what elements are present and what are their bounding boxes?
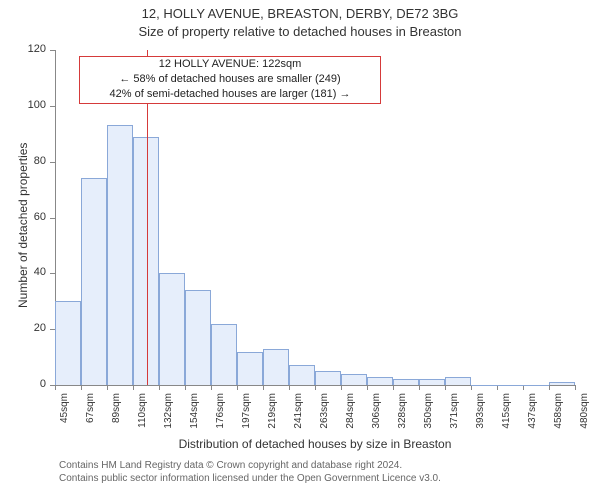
- attribution-text: Contains HM Land Registry data © Crown c…: [59, 459, 441, 485]
- histogram-bar: [55, 301, 81, 385]
- histogram-bar: [107, 125, 133, 385]
- xtick-mark: [133, 385, 134, 390]
- ytick-label: 80: [20, 155, 46, 167]
- histogram-bar: [367, 377, 393, 385]
- histogram-bar: [341, 374, 367, 385]
- xtick-mark: [445, 385, 446, 390]
- xtick-label: 371sqm: [449, 393, 460, 453]
- ytick-label: 40: [20, 266, 46, 278]
- xtick-label: 132sqm: [163, 393, 174, 453]
- xtick-mark: [107, 385, 108, 390]
- xtick-mark: [419, 385, 420, 390]
- xtick-label: 350sqm: [423, 393, 434, 453]
- xtick-mark: [393, 385, 394, 390]
- ytick-label: 0: [20, 378, 46, 390]
- xtick-label: 480sqm: [579, 393, 590, 453]
- histogram-bar: [185, 290, 211, 385]
- histogram-bar: [159, 273, 185, 385]
- ytick-label: 120: [20, 43, 46, 55]
- xtick-label: 458sqm: [553, 393, 564, 453]
- histogram-bar: [133, 137, 159, 385]
- xtick-label: 176sqm: [215, 393, 226, 453]
- xtick-mark: [81, 385, 82, 390]
- xtick-label: 306sqm: [371, 393, 382, 453]
- xtick-label: 284sqm: [345, 393, 356, 453]
- histogram-bar: [237, 352, 263, 386]
- histogram-bar: [419, 379, 445, 385]
- histogram-bar: [315, 371, 341, 385]
- xtick-label: 67sqm: [85, 393, 96, 453]
- callout-line: ← 58% of detached houses are smaller (24…: [80, 72, 380, 87]
- histogram-bar: [393, 379, 419, 385]
- xtick-label: 415sqm: [501, 393, 512, 453]
- xtick-label: 219sqm: [267, 393, 278, 453]
- xtick-label: 241sqm: [293, 393, 304, 453]
- chart-subtitle: Size of property relative to detached ho…: [0, 24, 600, 39]
- xtick-label: 89sqm: [111, 393, 122, 453]
- ytick-label: 100: [20, 99, 46, 111]
- xtick-label: 393sqm: [475, 393, 486, 453]
- x-axis-label: Distribution of detached houses by size …: [55, 437, 575, 451]
- ytick-mark: [50, 218, 55, 219]
- callout-box: 12 HOLLY AVENUE: 122sqm← 58% of detached…: [79, 56, 381, 104]
- ytick-mark: [50, 273, 55, 274]
- xtick-label: 197sqm: [241, 393, 252, 453]
- ytick-mark: [50, 162, 55, 163]
- ytick-label: 20: [20, 322, 46, 334]
- y-axis-label: Number of detached properties: [16, 142, 30, 307]
- xtick-label: 263sqm: [319, 393, 330, 453]
- histogram-chart: 12, HOLLY AVENUE, BREASTON, DERBY, DE72 …: [0, 0, 600, 500]
- attribution-line-1: Contains HM Land Registry data © Crown c…: [59, 459, 441, 472]
- ytick-mark: [50, 106, 55, 107]
- xtick-mark: [367, 385, 368, 390]
- histogram-bar: [211, 324, 237, 385]
- xtick-label: 328sqm: [397, 393, 408, 453]
- chart-title: 12, HOLLY AVENUE, BREASTON, DERBY, DE72 …: [0, 6, 600, 21]
- xtick-label: 154sqm: [189, 393, 200, 453]
- attribution-line-2: Contains public sector information licen…: [59, 472, 441, 485]
- histogram-bar: [523, 385, 549, 386]
- xtick-label: 437sqm: [527, 393, 538, 453]
- xtick-mark: [55, 385, 56, 390]
- xtick-label: 45sqm: [59, 393, 70, 453]
- xtick-mark: [549, 385, 550, 390]
- ytick-label: 60: [20, 211, 46, 223]
- xtick-mark: [341, 385, 342, 390]
- histogram-bar: [445, 377, 471, 385]
- xtick-mark: [159, 385, 160, 390]
- xtick-mark: [575, 385, 576, 390]
- histogram-bar: [549, 382, 575, 385]
- xtick-mark: [263, 385, 264, 390]
- histogram-bar: [81, 178, 107, 385]
- xtick-mark: [237, 385, 238, 390]
- xtick-label: 110sqm: [137, 393, 148, 453]
- callout-line: 42% of semi-detached houses are larger (…: [80, 87, 380, 102]
- histogram-bar: [471, 385, 497, 386]
- callout-line: 12 HOLLY AVENUE: 122sqm: [80, 57, 380, 72]
- ytick-mark: [50, 50, 55, 51]
- xtick-mark: [315, 385, 316, 390]
- xtick-mark: [289, 385, 290, 390]
- xtick-mark: [185, 385, 186, 390]
- xtick-mark: [211, 385, 212, 390]
- histogram-bar: [263, 349, 289, 385]
- histogram-bar: [289, 365, 315, 385]
- histogram-bar: [497, 385, 523, 386]
